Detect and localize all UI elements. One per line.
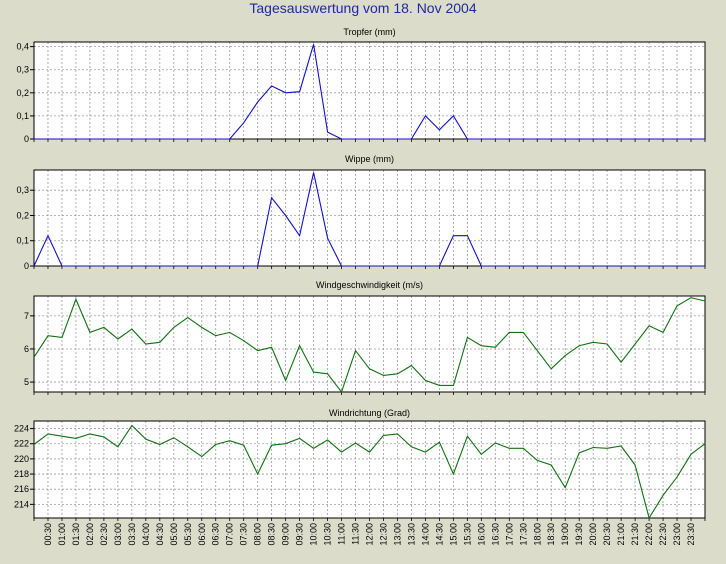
x-tick-label: 15:30: [462, 523, 472, 546]
y-tick-label: 6: [24, 344, 29, 354]
x-tick-label: 13:30: [406, 523, 416, 546]
x-tick-label: 02:30: [99, 523, 109, 546]
x-tick-label: 00:30: [43, 523, 53, 546]
y-tick-label: 0,4: [16, 42, 29, 52]
x-tick-label: 16:00: [476, 523, 486, 546]
y-tick-label: 220: [14, 454, 29, 464]
y-tick-label: 5: [24, 377, 29, 387]
x-tick-label: 03:00: [113, 523, 123, 546]
page-title: Tagesauswertung vom 18. Nov 2004: [249, 0, 477, 16]
x-tick-label: 21:00: [616, 523, 626, 546]
x-tick-label: 13:00: [392, 523, 402, 546]
x-tick-label: 02:00: [85, 523, 95, 546]
x-tick-label: 18:00: [532, 523, 542, 546]
x-tick-label: 07:00: [225, 523, 235, 546]
x-tick-label: 07:30: [239, 523, 249, 546]
y-tick-label: 0: [24, 134, 29, 144]
x-tick-label: 17:30: [518, 523, 528, 546]
series-line: [33, 424, 706, 520]
chart-4: Windrichtung (Grad) 214 216 218 220 222 224: [14, 408, 706, 521]
x-tick-label: 12:00: [365, 523, 375, 546]
chart-1: Tropfer (mm) 0 0,1 0,2 0,3 0,4: [16, 27, 706, 144]
chart-title: Wippe (mm): [345, 154, 394, 164]
x-tick-label: 04:30: [155, 523, 165, 546]
x-tick-label: 01:30: [71, 523, 81, 546]
y-tick-label: 224: [14, 424, 29, 434]
x-tick-label: 12:30: [378, 523, 388, 546]
x-tick-label: 10:30: [323, 523, 333, 546]
x-tick-label: 15:00: [448, 523, 458, 546]
x-tick-label: 10:00: [309, 523, 319, 546]
x-tick-label: 20:30: [602, 523, 612, 546]
series-line: [33, 297, 706, 394]
y-tick-label: 7: [24, 311, 29, 321]
x-tick-label: 11:30: [351, 523, 361, 545]
y-tick-label: 214: [14, 499, 29, 509]
y-tick-label: 222: [14, 439, 29, 449]
x-tick-label: 05:30: [183, 523, 193, 546]
plot-frame: [33, 295, 706, 393]
x-tick-label: 20:00: [588, 523, 598, 546]
x-tick-label: 22:30: [658, 523, 668, 546]
x-tick-label: 14:00: [420, 523, 430, 546]
plot-frame: [33, 420, 706, 519]
x-tick-label: 19:00: [560, 523, 570, 546]
x-tick-label: 06:00: [197, 523, 207, 546]
x-tick-label: 16:30: [490, 523, 500, 546]
chart-title: Windrichtung (Grad): [329, 408, 410, 418]
y-tick-label: 0,1: [16, 111, 29, 121]
y-tick-label: 0,3: [16, 185, 29, 195]
x-tick-label: 21:30: [630, 523, 640, 546]
x-tick-label: 06:30: [211, 523, 221, 546]
x-tick-label: 23:00: [672, 523, 682, 546]
x-tick-label: 18:30: [546, 523, 556, 546]
chart-2: Wippe (mm) 0 0,1 0,2 0,3: [16, 154, 706, 271]
x-tick-label: 09:00: [281, 523, 291, 546]
series-line: [33, 172, 705, 267]
x-tick-label: 23:30: [686, 523, 696, 546]
x-tick-label: 03:30: [127, 523, 137, 546]
x-tick-label: 08:30: [267, 523, 277, 546]
series-line: [34, 44, 705, 140]
x-tick-label: 11:00: [337, 523, 347, 545]
y-tick-label: 0,3: [16, 65, 29, 75]
chart-3: Windgeschwindigkeit (m/s) 5 6 7: [24, 280, 706, 395]
y-tick-label: 0: [24, 261, 29, 271]
x-tick-label: 05:00: [169, 523, 179, 546]
x-tick-label: 22:00: [644, 523, 654, 546]
y-tick-label: 218: [14, 469, 29, 479]
y-tick-label: 0,2: [16, 210, 29, 220]
x-tick-label: 19:30: [574, 523, 584, 546]
x-tick-label: 17:00: [504, 523, 514, 546]
chart-title: Tropfer (mm): [343, 27, 395, 37]
chart-title: Windgeschwindigkeit (m/s): [316, 280, 423, 290]
x-axis-time-labels: 00:30 01:00 01:30 02:00 02:30 03:00 03:30 04:00…: [43, 523, 696, 546]
x-tick-label: 09:30: [295, 523, 305, 546]
x-tick-label: 04:00: [141, 523, 151, 546]
y-tick-label: 0,1: [16, 236, 29, 246]
y-tick-label: 0,2: [16, 88, 29, 98]
x-tick-label: 01:00: [57, 523, 67, 546]
x-tick-label: 14:30: [434, 523, 444, 546]
x-tick-label: 08:00: [253, 523, 263, 546]
y-tick-label: 216: [14, 484, 29, 494]
